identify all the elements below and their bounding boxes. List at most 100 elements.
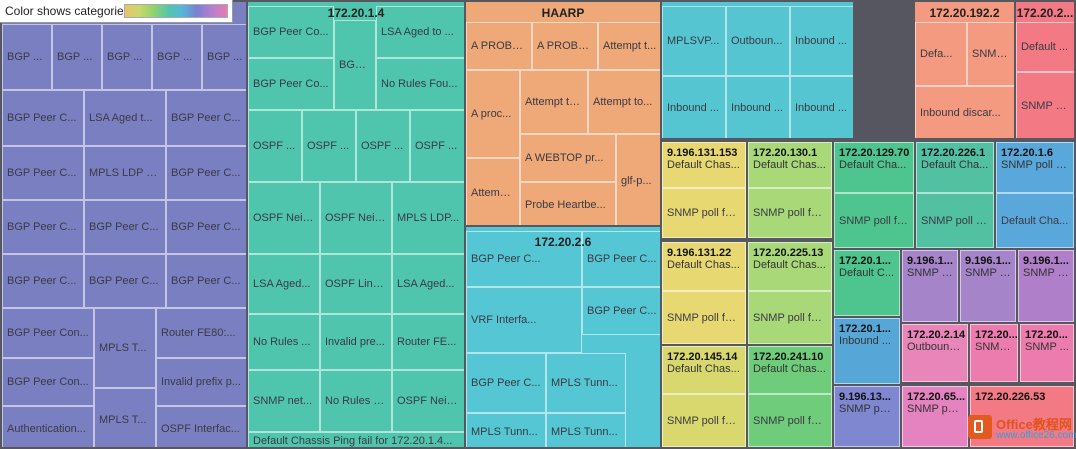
treemap-cell[interactable]: VRF Interfa... xyxy=(466,287,582,353)
treemap-group-24[interactable]: 172.20.241.10 Default Chas... SNMP poll fa… xyxy=(746,344,834,449)
treemap-cell[interactable]: Attemp... xyxy=(466,158,520,225)
treemap-cell[interactable]: 172.20.1.6 SNMP poll fa... xyxy=(996,142,1074,193)
treemap-cell[interactable]: SNMP net... xyxy=(248,370,320,432)
treemap-cell[interactable]: 172.20.145.14 Default Chas... xyxy=(662,346,746,394)
treemap-cell[interactable]: BGP Peer C... xyxy=(166,90,246,146)
treemap-cell[interactable]: 172.20.241.10 Default Chas... xyxy=(748,346,832,394)
treemap-cell[interactable]: A PROBE... xyxy=(532,22,598,70)
treemap-cell[interactable]: BGP Peer C... xyxy=(166,254,246,308)
treemap-cell[interactable]: BGP Peer Co... xyxy=(248,58,334,110)
treemap-cell[interactable]: BGP ... xyxy=(202,24,246,90)
treemap-cell[interactable]: BGP Peer C... xyxy=(2,200,84,254)
treemap-cell[interactable]: BGP Peer C... xyxy=(2,90,84,146)
treemap-cell[interactable]: OSPF Link ... xyxy=(320,254,392,314)
treemap-group-1[interactable]: BGP ... BGP ... BGP ... BGP ... BGP ... BGP P… xyxy=(0,0,248,449)
treemap-cell[interactable]: 172.20.130.1 Default Chas... xyxy=(748,142,832,188)
treemap-cell[interactable]: No Rules ... xyxy=(248,314,320,370)
treemap-cell[interactable]: BGP Peer C... xyxy=(466,231,582,287)
treemap-cell[interactable]: SNMP poll fail... xyxy=(662,188,746,238)
treemap-group-10[interactable]: 172.20.129.70 Default Cha... SNMP poll fa.… xyxy=(832,140,916,250)
treemap-cell[interactable]: SNMP poll fa... xyxy=(916,193,994,248)
treemap-cell[interactable]: OSPF ... xyxy=(410,110,464,182)
treemap-cell[interactable]: 172.20.1... Default C... xyxy=(834,250,900,316)
treemap-cell[interactable]: Router FE... xyxy=(392,314,464,370)
treemap-cell[interactable]: LSA Aged... xyxy=(392,254,464,314)
treemap-cell[interactable]: SNMP... xyxy=(967,22,1014,86)
treemap-cell[interactable]: BGP Peer C... xyxy=(466,353,546,413)
treemap-group-9[interactable]: 172.20.130.1 Default Chas... SNMP poll fai… xyxy=(746,140,834,240)
treemap-cell[interactable]: Attempt to... xyxy=(588,70,660,134)
treemap-cell[interactable]: BGP Peer C... xyxy=(84,254,166,308)
treemap-cell[interactable]: MPLSVP... xyxy=(662,6,726,76)
treemap-cell[interactable]: LSA Aged to ... xyxy=(376,6,464,58)
treemap-cell[interactable]: 9.196.131.153 Default Chas... xyxy=(662,142,746,188)
treemap-group-20[interactable]: 172.20.2.14 Outbound... xyxy=(900,322,970,384)
treemap-group-21[interactable]: 172.20... SNMP ... xyxy=(968,322,1020,384)
treemap-group-7[interactable]: 172.20.2.6 BGP Peer C... BGP Peer C... VRF … xyxy=(464,225,662,449)
treemap-cell[interactable]: MPLS Tunn... xyxy=(466,413,546,447)
treemap-cell[interactable]: 9.196.13...SNMP poll fa... xyxy=(834,386,900,447)
treemap-group-26[interactable]: 172.20.65... SNMP poll... xyxy=(900,384,970,449)
treemap-cell[interactable]: 172.20... SNMP ... xyxy=(1020,324,1074,382)
treemap-cell[interactable]: SNMP poll fail... xyxy=(748,394,832,447)
treemap-cell[interactable]: BGP Peer C... xyxy=(2,254,84,308)
treemap-group-3[interactable]: HAARP A PROBE... A PROBE... Attempt t... A p… xyxy=(464,0,662,227)
treemap-cell[interactable]: SNMP poll fail... xyxy=(662,394,746,447)
treemap-cell[interactable]: BGP Peer C... xyxy=(166,200,246,254)
treemap-cell[interactable]: BGP ... xyxy=(102,24,152,90)
treemap-group-15[interactable]: 172.20.1... Default C... xyxy=(832,248,902,318)
treemap-group-18[interactable]: 9.196.1... SNMP p... xyxy=(1016,248,1076,324)
treemap-group-22[interactable]: 172.20... SNMP ... xyxy=(1018,322,1076,384)
treemap-group-8[interactable]: 9.196.131.153 Default Chas... SNMP poll fa… xyxy=(660,140,748,240)
treemap-cell[interactable]: 172.20.225.13 Default Chas... xyxy=(748,242,832,291)
treemap-group-2[interactable]: 172.20.1.4 BGP Peer Co... BGP ... LSA Aged … xyxy=(246,0,466,449)
treemap-cell[interactable]: Default Chassis Ping fail for 172.20.1.4… xyxy=(248,432,464,447)
treemap-cell[interactable]: BGP Peer C... xyxy=(166,146,246,200)
treemap-cell[interactable]: Authentication... xyxy=(2,406,94,447)
treemap-cell[interactable]: Outboun... xyxy=(726,6,790,76)
treemap-cell[interactable]: Outboun... xyxy=(854,6,855,74)
treemap-cell[interactable]: 172.20.1... Inbound ... xyxy=(834,318,900,384)
treemap-cell[interactable]: Invalid prefix p... xyxy=(156,358,246,406)
treemap-cell[interactable]: 172.20... SNMP ... xyxy=(970,324,1018,382)
treemap-cell[interactable]: BGP Peer Con... xyxy=(2,358,94,406)
treemap-cell[interactable]: 172.20.2.14 Outbound... xyxy=(902,324,968,382)
treemap-group-4[interactable]: MPLSVP... Outboun... Inbound ... Outboun...… xyxy=(660,0,855,140)
treemap-cell[interactable]: BGP ... xyxy=(152,24,202,90)
treemap-cell[interactable]: Attempt to... xyxy=(520,70,588,134)
treemap-cell[interactable]: SNMP po... xyxy=(1016,72,1074,138)
treemap-cell[interactable]: A proc... xyxy=(466,70,520,158)
treemap-cell[interactable]: 172.20.226.1 Default Cha... xyxy=(916,142,994,193)
treemap-cell[interactable]: OSPF Neig... xyxy=(248,182,320,254)
treemap-group-13[interactable]: 9.196.131.22 Default Chas... SNMP poll fai… xyxy=(660,240,748,346)
treemap-cell[interactable]: OSPF ... xyxy=(302,110,356,182)
treemap-cell[interactable]: OSPF Neig... xyxy=(320,182,392,254)
treemap-group-16[interactable]: 9.196.1... SNMP p... xyxy=(900,248,960,324)
treemap-cell[interactable]: BGP Peer C... xyxy=(582,231,660,287)
treemap-cell[interactable]: MPLS Tunn... xyxy=(546,353,626,413)
treemap-cell[interactable]: Inbound ... xyxy=(662,76,726,138)
treemap-cell[interactable]: Default ... xyxy=(1016,22,1074,72)
treemap-cell[interactable]: BGP ... xyxy=(52,24,102,90)
treemap-cell[interactable]: BGP Peer C... xyxy=(2,146,84,200)
treemap-cell[interactable]: BGP Peer C... xyxy=(582,287,660,335)
treemap-cell[interactable]: Router FE80:... xyxy=(156,308,246,358)
treemap-group-23[interactable]: 172.20.145.14 Default Chas... SNMP poll fa… xyxy=(660,344,748,449)
treemap-cell[interactable]: OSPF Neig... xyxy=(392,370,464,432)
treemap-group-6[interactable]: 172.20.2... Default ... SNMP po... xyxy=(1014,0,1076,140)
treemap-cell[interactable]: 9.196.1... SNMP p... xyxy=(1018,250,1074,322)
treemap-cell[interactable]: MPLS T... xyxy=(94,308,156,388)
treemap-group-25[interactable]: 9.196.13...SNMP poll fa... xyxy=(832,384,902,449)
treemap-cell[interactable]: MPLS Tunn... xyxy=(546,413,626,447)
treemap-cell[interactable]: MPLS LDP S... xyxy=(84,146,166,200)
treemap-cell[interactable]: Inbound ... xyxy=(726,76,790,138)
treemap-cell[interactable]: Attempt t... xyxy=(598,22,660,70)
treemap-cell[interactable]: No Rules Fou... xyxy=(376,58,464,110)
treemap-cell[interactable]: Probe Heartbe... xyxy=(520,182,616,225)
treemap-cell[interactable]: OSPF Interfac... xyxy=(156,406,246,447)
treemap-cell[interactable]: 172.20.129.70 Default Cha... xyxy=(834,142,914,193)
treemap-cell[interactable]: SNMP poll fa... xyxy=(834,193,914,248)
treemap-cell[interactable]: Inbound ... xyxy=(790,76,853,138)
treemap-cell[interactable]: No Rules F... xyxy=(320,370,392,432)
treemap-cell[interactable]: Inbound ... xyxy=(854,76,855,140)
